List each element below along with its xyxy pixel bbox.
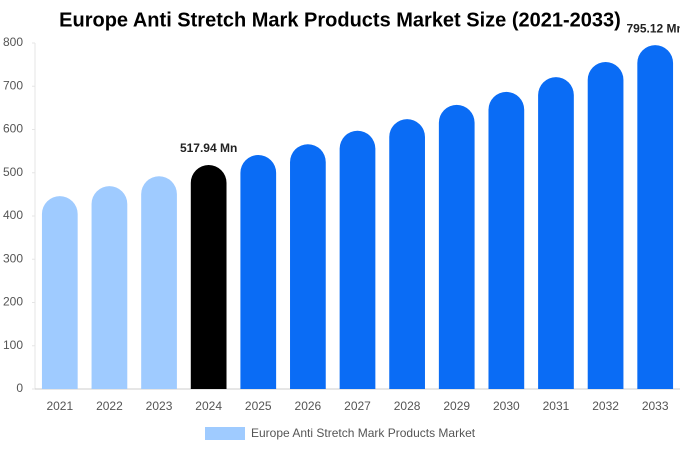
x-tick-label: 2023	[146, 399, 173, 413]
value-label: 517.94 Mn	[180, 141, 237, 155]
legend-label: Europe Anti Stretch Mark Products Market	[251, 426, 476, 440]
x-tick-label: 2021	[46, 399, 73, 413]
x-tick-label: 2030	[493, 399, 520, 413]
x-tick-label: 2027	[344, 399, 371, 413]
bar	[240, 155, 277, 389]
bar	[141, 176, 177, 389]
bar	[339, 130, 376, 390]
y-tick-label: 700	[3, 78, 23, 92]
y-tick-label: 500	[3, 165, 23, 179]
bar	[190, 164, 227, 389]
bar	[389, 119, 425, 390]
y-tick-label: 400	[3, 208, 23, 222]
y-tick-label: 800	[3, 35, 23, 49]
legend-swatch	[205, 427, 245, 440]
bar	[587, 62, 624, 390]
y-tick-label: 300	[3, 251, 23, 265]
x-tick-label: 2032	[592, 399, 619, 413]
x-tick-label: 2022	[96, 399, 123, 413]
x-tick-label: 2033	[642, 399, 669, 413]
y-tick-label: 600	[3, 122, 23, 136]
x-tick-label: 2025	[245, 399, 272, 413]
bar	[91, 186, 128, 389]
bar	[488, 91, 525, 389]
y-tick-label: 0	[16, 381, 23, 395]
bar	[41, 196, 78, 389]
x-tick-label: 2026	[295, 399, 322, 413]
bar	[538, 77, 574, 390]
x-tick-label: 2024	[195, 399, 222, 413]
value-label: 795.12 Mn	[627, 21, 680, 35]
bar	[438, 104, 475, 389]
x-tick-label: 2029	[443, 399, 470, 413]
x-tick-label: 2028	[394, 399, 421, 413]
y-tick-label: 200	[3, 295, 23, 309]
y-tick-label: 100	[3, 338, 23, 352]
chart-title: Europe Anti Stretch Mark Products Market…	[59, 9, 621, 31]
x-tick-label: 2031	[543, 399, 570, 413]
bar	[637, 45, 674, 389]
bar	[290, 144, 326, 389]
